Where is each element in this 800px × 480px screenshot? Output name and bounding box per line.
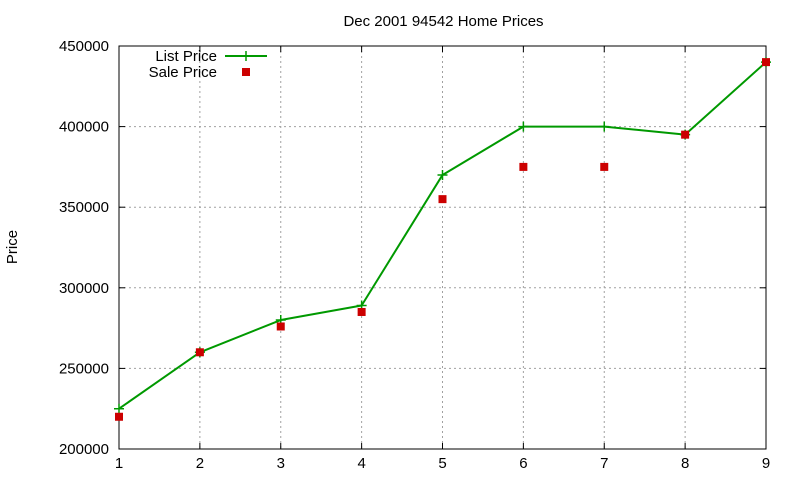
y-tick-label: 400000 [59,119,109,136]
y-axis-label: Price [4,230,21,264]
data-point [195,348,204,357]
data-point [438,195,447,204]
y-tick-label: 350000 [59,199,109,216]
legend-marker [241,51,251,61]
data-point [519,162,528,171]
legend-label: List Price [155,48,217,65]
data-point [357,307,366,316]
data-point [762,58,770,67]
grid [119,46,766,449]
data-point [437,169,448,180]
axis-ticks: 1 2 3 4 5 6 7 8 9 200000 250000 300000 350000 400000 4… [59,38,770,472]
y-tick-label: 450000 [59,38,109,55]
series-2 [115,58,770,421]
x-tick-label: 4 [357,455,365,472]
x-tick-label: 7 [600,455,608,472]
x-tick-label: 9 [762,455,770,472]
y-tick-label: 300000 [59,280,109,297]
x-tick-label: 2 [196,455,204,472]
series [114,57,771,421]
y-tick-label: 250000 [59,360,109,377]
data-point [600,162,609,171]
data-point [115,412,123,421]
y-tick-label: 200000 [59,441,109,458]
x-tick-label: 3 [277,455,285,472]
data-point [114,403,124,414]
data-point [276,322,285,331]
series-1 [114,57,771,414]
x-tick-label: 6 [519,455,527,472]
data-point [681,130,690,139]
x-tick-label: 1 [115,455,123,472]
legend-label: Sale Price [149,64,217,81]
data-point [518,121,529,132]
chart-title: Dec 2001 94542 Home Prices [343,13,543,30]
legend-marker [242,68,250,76]
data-point [599,121,610,132]
x-tick-label: 8 [681,455,689,472]
x-tick-label: 5 [438,455,446,472]
